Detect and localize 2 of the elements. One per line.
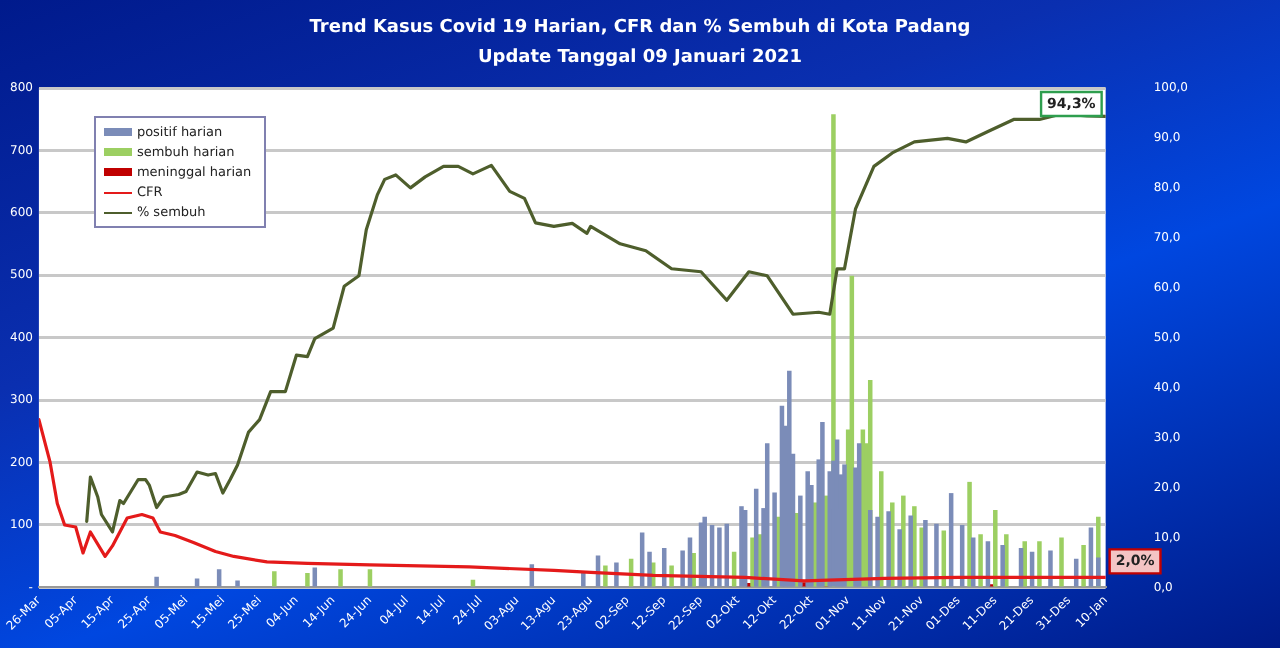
- chart-title: Trend Kasus Covid 19 Harian, CFR dan % Sembuh di Kota Padang: [307, 16, 973, 42]
- chart-subtitle: Update Tanggal 09 Januari 2021: [475, 46, 805, 72]
